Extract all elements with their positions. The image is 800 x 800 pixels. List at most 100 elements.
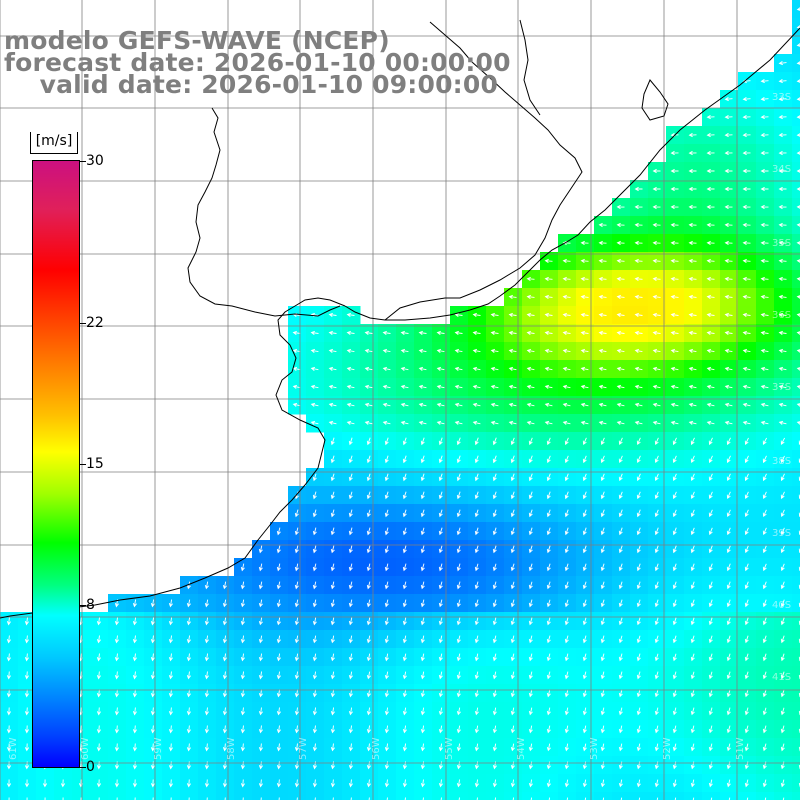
wind-vector-arrow: [566, 797, 569, 800]
wind-vector-arrow: [418, 348, 427, 353]
wind-vector-arrow: [170, 797, 172, 800]
wind-vector-arrow: [710, 797, 713, 800]
wind-vector-arrow: [258, 707, 263, 716]
wind-vector-arrow: [348, 653, 353, 662]
wind-vector-arrow: [294, 599, 299, 608]
wind-vector-arrow: [474, 725, 479, 734]
wind-speed-cell: [792, 396, 800, 415]
wind-vector-arrow: [492, 779, 497, 788]
wind-vector-arrow: [618, 563, 623, 572]
wind-vector-arrow: [186, 617, 191, 626]
wind-vector-arrow: [404, 797, 406, 800]
wind-vector-arrow: [580, 366, 589, 371]
wind-vector-arrow: [384, 473, 389, 482]
wind-speed-cell: [684, 792, 703, 800]
wind-vector-arrow: [762, 491, 767, 500]
wind-vector-arrow: [546, 635, 551, 644]
wind-vector-arrow: [564, 527, 569, 536]
wind-vector-arrow: [330, 599, 335, 608]
wind-vector-arrow: [510, 779, 515, 788]
wind-speed-cell: [252, 792, 271, 800]
wind-vector-arrow: [670, 312, 679, 317]
wind-vector-arrow: [384, 725, 389, 734]
wind-vector-arrow: [114, 635, 119, 644]
wind-vector-arrow: [670, 168, 679, 174]
wind-vector-arrow: [492, 509, 497, 518]
wind-vector-arrow: [708, 653, 713, 662]
wind-vector-arrow: [580, 258, 589, 263]
wind-vector-arrow: [132, 599, 137, 608]
wind-vector-arrow: [114, 779, 119, 788]
wind-vector-arrow: [240, 581, 245, 590]
wind-vector-arrow: [384, 527, 389, 536]
coastline: [0, 19, 800, 619]
wind-speed-cell: [18, 792, 37, 800]
wind-speed-cell: [54, 792, 73, 800]
wind-vector-arrow: [402, 689, 407, 698]
wind-vector-arrow: [580, 402, 589, 407]
wind-vector-arrow: [724, 132, 733, 138]
wind-vector-arrow: [510, 707, 515, 716]
wind-vector-arrow: [438, 563, 443, 572]
wind-speed-cell: [792, 144, 800, 163]
wind-vector-arrow: [368, 797, 370, 800]
wind-vector-arrow: [690, 581, 695, 590]
wind-vector-arrow: [562, 420, 571, 425]
wind-vector-arrow: [544, 276, 553, 281]
wind-vector-arrow: [600, 599, 605, 608]
wind-vector-arrow: [294, 653, 299, 662]
wind-vector-arrow: [652, 204, 661, 210]
wind-vector-arrow: [618, 491, 623, 500]
wind-vector-arrow: [366, 743, 371, 752]
forecast-date: forecast date: 2026-01-10 00:00:00: [4, 48, 511, 77]
wind-vector-arrow: [474, 743, 479, 752]
wind-vector-arrow: [760, 204, 769, 210]
wind-vector-arrow: [690, 725, 695, 734]
wind-vector-arrow: [42, 779, 48, 788]
wind-vector-arrow: [438, 743, 443, 752]
wind-vector-arrow: [438, 617, 443, 626]
wind-vector-arrow: [528, 527, 533, 536]
wind-vector-arrow: [402, 437, 407, 446]
wind-vector-arrow: [96, 617, 101, 626]
wind-speed-cell: [288, 792, 307, 800]
wind-vector-arrow: [546, 725, 551, 734]
wind-vector-arrow: [438, 473, 443, 482]
wind-vector-arrow: [672, 743, 677, 752]
wind-vector-arrow: [402, 779, 407, 788]
wind-vector-arrow: [222, 617, 227, 626]
wind-vector-arrow: [760, 312, 769, 317]
wind-vector-arrow: [706, 402, 715, 407]
wind-vector-arrow: [222, 689, 227, 698]
wind-vector-arrow: [474, 689, 479, 698]
wind-vector-arrow: [546, 599, 551, 608]
wind-vector-arrow: [618, 689, 623, 698]
wind-vector-arrow: [726, 779, 731, 788]
wind-vector-arrow: [562, 384, 571, 389]
wind-vector-arrow: [420, 653, 425, 662]
wind-vector-arrow: [724, 420, 733, 425]
wind-vector-arrow: [454, 330, 463, 335]
wind-vector-arrow: [438, 437, 443, 446]
wind-vector-arrow: [780, 617, 785, 626]
wind-vector-arrow: [564, 707, 569, 716]
wind-vector-arrow: [636, 599, 641, 608]
wind-vector-arrow: [492, 743, 497, 752]
wind-vector-arrow: [564, 599, 569, 608]
wind-vector-arrow: [294, 671, 299, 680]
wind-vector-arrow: [366, 473, 371, 482]
wind-vector-arrow: [564, 689, 569, 698]
wind-vector-arrow: [510, 725, 515, 734]
wind-vector-arrow: [492, 671, 497, 680]
wind-vector-arrow: [548, 797, 551, 800]
wind-vector-arrow: [726, 473, 731, 482]
wind-vector-arrow: [688, 222, 697, 228]
wind-vector-arrow: [598, 420, 607, 425]
wind-vector-arrow: [454, 312, 463, 317]
wind-vector-arrow: [186, 725, 191, 734]
wind-vector-arrow: [472, 402, 481, 407]
wind-speed-cell: [792, 612, 800, 631]
wind-vector-arrow: [186, 779, 191, 788]
wind-vector-arrow: [96, 707, 101, 716]
wind-vector-arrow: [456, 653, 461, 662]
